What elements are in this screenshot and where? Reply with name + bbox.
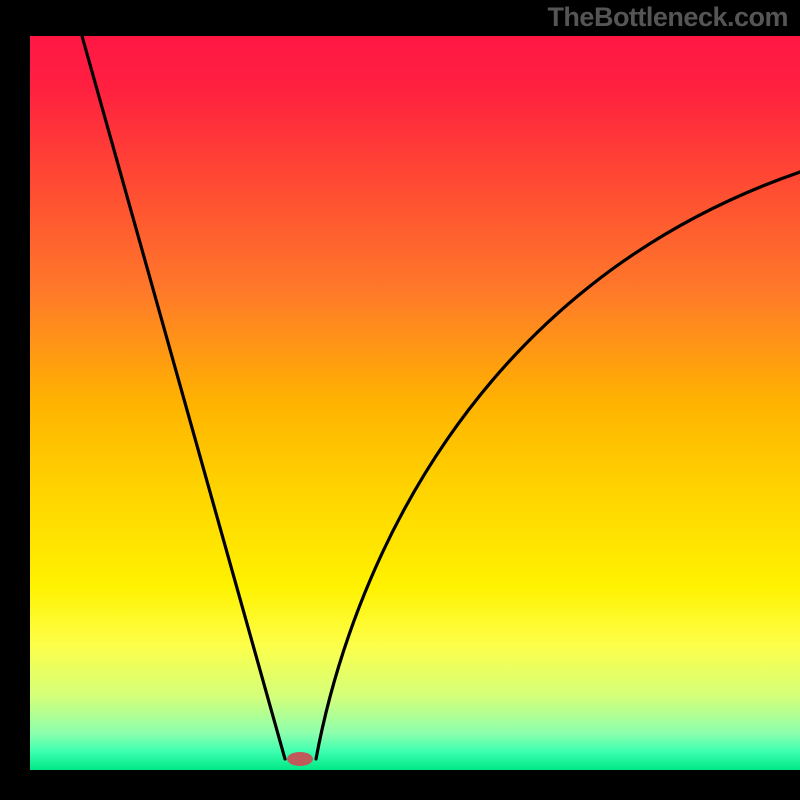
chart-frame: TheBottleneck.com [0, 0, 800, 800]
bottleneck-curve-chart [30, 36, 800, 770]
plot-area [30, 36, 800, 770]
gradient-background [30, 36, 800, 770]
optimal-marker [287, 752, 313, 766]
watermark-text: TheBottleneck.com [547, 2, 788, 33]
